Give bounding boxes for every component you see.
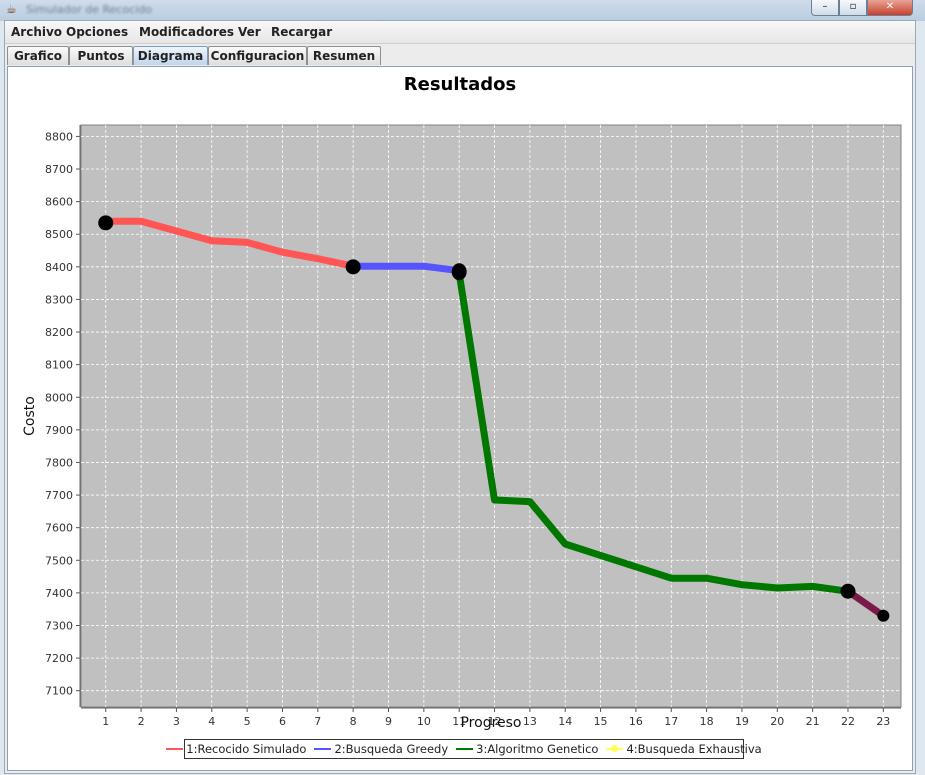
maximize-button[interactable]: ▫ [839, 0, 867, 16]
x-tick-label: 14 [558, 715, 572, 728]
menu-ver[interactable]: Ver [238, 25, 261, 39]
series-marker [451, 263, 467, 281]
y-tick-label: 7700 [45, 489, 73, 502]
x-tick-label: 13 [523, 715, 537, 728]
x-tick-label: 5 [244, 715, 251, 728]
series-marker [98, 215, 114, 231]
x-tick-label: 9 [385, 715, 392, 728]
y-tick-label: 7600 [45, 522, 73, 535]
y-axis-label: Costo [22, 396, 38, 436]
x-tick-label: 20 [770, 715, 784, 728]
menu-bar: Archivo Opciones Modificadores Ver Recar… [5, 21, 915, 44]
series-line-1 [102, 217, 357, 270]
java-app-icon: ☕ [6, 2, 17, 16]
series-marker [345, 259, 361, 275]
chart-legend: 1:Recocido Simulado 2:Busqueda Greedy 3:Al… [166, 739, 762, 759]
minimize-button[interactable]: – [811, 0, 839, 16]
y-tick-label: 8500 [45, 228, 73, 241]
tab-configuracion[interactable]: Configuracion [208, 46, 307, 65]
x-tick-label: 16 [629, 715, 643, 728]
menu-opciones[interactable]: Opciones [66, 25, 129, 39]
x-tick-label: 1 [102, 715, 109, 728]
menu-recargar[interactable]: Recargar [271, 25, 333, 39]
x-tick-label: 15 [594, 715, 608, 728]
y-tick-label: 7200 [45, 652, 73, 665]
chart-title: Resultados [403, 74, 517, 95]
x-tick-label: 17 [664, 715, 678, 728]
tab-diagrama[interactable]: Diagrama [133, 46, 208, 65]
close-button[interactable]: ✕ [867, 0, 913, 16]
y-tick-label: 8000 [45, 391, 73, 404]
legend-entry: 2:Busqueda Greedy [314, 742, 448, 756]
y-tick-label: 7400 [45, 587, 73, 600]
y-tick-label: 7100 [45, 685, 73, 698]
y-tick-label: 8300 [45, 293, 73, 306]
y-tick-label: 8600 [45, 196, 73, 209]
x-tick-label: 6 [279, 715, 286, 728]
y-tick-label: 7500 [45, 554, 73, 567]
tab-grafico[interactable]: Grafico [7, 46, 69, 65]
y-tick-label: 8200 [45, 326, 73, 339]
x-axis-label: Progreso [460, 715, 521, 731]
y-tick-label: 8400 [45, 261, 73, 274]
y-tick-label: 7800 [45, 456, 73, 469]
tab-puntos[interactable]: Puntos [69, 46, 133, 65]
x-tick-label: 19 [735, 715, 749, 728]
menu-modificadores[interactable]: Modificadores [139, 25, 235, 39]
legend-marker [611, 745, 619, 752]
results-chart: 1 2 3 4 5 6 7 8 9 10 11 12 13 14 15 16 17 18 19 20 21 22 23710… [22, 124, 902, 731]
x-tick-label: 22 [841, 715, 855, 728]
y-tick-label: 7900 [45, 424, 73, 437]
x-tick-label: 4 [208, 715, 215, 728]
x-tick-label: 8 [350, 715, 357, 728]
legend-entry: 3:Algoritmo Genetico [456, 742, 598, 756]
series-marker [877, 609, 890, 622]
x-tick-label: 21 [806, 715, 820, 728]
legend-swatch [456, 748, 474, 750]
x-tick-label: 11 [452, 715, 466, 728]
legend-label: 3:Algoritmo Genetico [476, 742, 599, 756]
legend-label: 4:Busqueda Exhaustiva [626, 742, 762, 756]
legend-label: 2:Busqueda Greedy [334, 742, 449, 756]
x-tick-label: 7 [314, 715, 321, 728]
legend-entry: 1:Recocido Simulado [166, 742, 306, 756]
x-tick-label: 18 [700, 715, 714, 728]
series-line-3 [455, 269, 852, 595]
y-tick-label: 8800 [45, 130, 73, 143]
legend-swatch [606, 745, 624, 752]
window-titlebar: ☕ Simulador de Recocido – ▫ ✕ [0, 0, 925, 21]
plot-area [80, 124, 902, 708]
menu-archivo[interactable]: Archivo [11, 25, 63, 39]
window-title: Simulador de Recocido [26, 3, 153, 16]
x-tick-label: 10 [417, 715, 431, 728]
y-tick-label: 8100 [45, 359, 73, 372]
app-frame: Archivo Opciones Modificadores Ver Recar… [4, 20, 916, 774]
series-marker [840, 583, 856, 599]
tab-resumen[interactable]: Resumen [307, 46, 381, 65]
legend-swatch [166, 748, 184, 750]
series-line-2 [349, 262, 463, 275]
legend-swatch [314, 748, 332, 750]
window-controls: – ▫ ✕ [811, 0, 913, 16]
legend-entry: 4:Busqueda Exhaustiva [606, 742, 762, 756]
x-tick-label: 3 [173, 715, 180, 728]
y-tick-label: 8700 [45, 163, 73, 176]
legend-label: 1:Recocido Simulado [186, 742, 307, 756]
x-tick-label: 2 [138, 715, 145, 728]
diagram-panel: Resultados 1 2 3 4 5 6 7 8 9 10 11 12 13 14 15 16 17 18 19… [7, 66, 913, 771]
x-tick-label: 23 [876, 715, 890, 728]
y-tick-label: 7300 [45, 619, 73, 632]
x-tick-label: 12 [488, 715, 502, 728]
